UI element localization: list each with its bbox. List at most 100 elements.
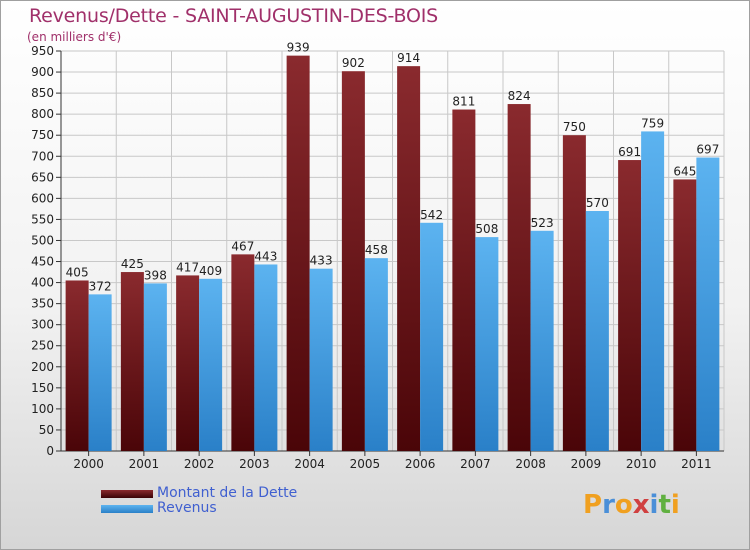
data-label-revenus: 523 [531,216,554,230]
logo-letter: P [583,490,603,520]
data-label-revenus: 458 [365,243,388,257]
bar-debt [176,275,200,451]
y-tick-label: 650 [31,170,54,184]
data-label-debt: 939 [287,41,310,55]
y-tick-label: 250 [31,339,54,353]
data-label-debt: 417 [176,260,199,274]
bar-revenus [143,283,167,451]
y-tick-label: 700 [31,149,54,163]
logo-letter: i [649,490,659,520]
data-label-debt: 914 [397,51,420,65]
y-tick-label: 150 [31,381,54,395]
bar-debt [562,135,586,452]
y-tick-label: 400 [31,276,54,290]
bar-debt [673,179,697,451]
legend-swatch-revenus [101,505,153,513]
data-label-debt: 811 [452,95,475,109]
bar-revenus [420,222,444,451]
logo-letter: o [614,490,633,520]
bar-debt [507,104,531,451]
y-tick-label: 300 [31,318,54,332]
chart-title: Revenus/Dette - SAINT-AUGUSTIN-DES-BOIS [29,5,438,27]
bar-revenus [364,258,388,451]
logo-letter: i [670,490,680,520]
data-label-revenus: 443 [254,249,277,263]
y-tick-label: 850 [31,86,54,100]
x-tick-label: 2010 [626,457,657,471]
data-label-debt: 467 [231,239,254,253]
x-tick-label: 2005 [350,457,381,471]
bar-debt [618,160,642,452]
x-tick-label: 2007 [460,457,491,471]
data-label-debt: 902 [342,56,365,70]
y-tick-label: 900 [31,65,54,79]
bar-revenus [475,237,499,451]
data-label-revenus: 398 [144,268,167,282]
data-label-debt: 691 [618,145,641,159]
data-label-revenus: 372 [89,279,112,293]
bar-revenus [254,264,278,451]
y-tick-label: 600 [31,191,54,205]
data-label-revenus: 697 [696,143,719,157]
bar-revenus [530,230,554,451]
x-tick-label: 2003 [239,457,270,471]
chart-subtitle: (en milliers d'€) [27,30,122,44]
y-tick-label: 950 [31,44,54,58]
bar-revenus [309,268,333,451]
x-tick-label: 2004 [294,457,325,471]
x-tick-label: 2006 [405,457,436,471]
bar-debt [231,254,255,451]
bar-debt [286,55,310,451]
bars [65,55,720,452]
data-label-revenus: 542 [420,208,443,222]
data-label-debt: 824 [508,89,531,103]
y-tick-label: 800 [31,107,54,121]
y-tick-label: 350 [31,297,54,311]
data-label-revenus: 508 [475,222,498,236]
logo-letter: x [632,490,650,520]
x-tick-label: 2001 [129,457,160,471]
data-label-debt: 425 [121,257,144,271]
data-label-debt: 405 [66,265,89,279]
bar-revenus [88,294,112,451]
y-tick-label: 750 [31,128,54,142]
grid-lines [60,50,725,452]
y-tick-label: 100 [31,402,54,416]
x-tick-label: 2011 [681,457,712,471]
logo-letter: r [602,490,615,520]
data-label-revenus: 433 [310,254,333,268]
data-label-debt: 750 [563,120,586,134]
legend-label-debt: Montant de la Dette [157,485,298,501]
bar-debt [341,71,365,452]
legend-swatch-debt [101,490,153,498]
bar-debt [452,109,476,452]
y-tick-label: 0 [46,444,54,458]
legend-label-revenus: Revenus [157,500,217,516]
proxiti-logo: Proxiti [583,490,680,520]
y-tick-label: 500 [31,233,54,247]
bar-debt [65,280,89,451]
y-tick-label: 50 [39,423,54,437]
bar-revenus [585,211,609,451]
bar-debt [397,66,421,451]
logo-letter: t [658,490,671,520]
y-tick-label: 450 [31,255,54,269]
x-tick-label: 2000 [73,457,104,471]
data-label-revenus: 570 [586,196,609,210]
x-tick-label: 2008 [515,457,546,471]
bar-revenus [199,278,223,451]
bar-debt [120,272,144,451]
y-tick-label: 550 [31,212,54,226]
bar-revenus [696,157,720,452]
x-tick-label: 2002 [184,457,215,471]
axes: 0 50 100 150 200 250 300 350 400 450 500 550 600 650 7… [31,44,724,471]
y-tick-label: 200 [31,360,54,374]
data-label-debt: 645 [673,164,696,178]
data-label-revenus: 759 [641,116,664,130]
data-label-revenus: 409 [199,264,222,278]
x-tick-label: 2009 [571,457,602,471]
bar-revenus [641,131,665,451]
